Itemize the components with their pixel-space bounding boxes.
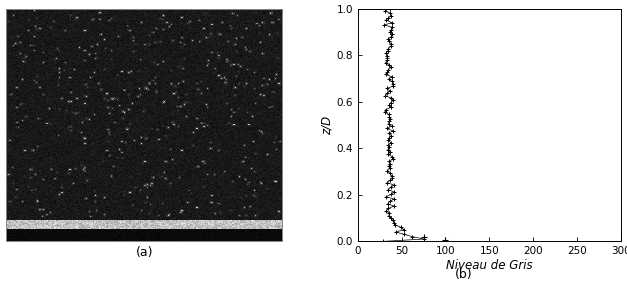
X-axis label: (a): (a) (135, 246, 153, 258)
X-axis label: Niveau de Gris: Niveau de Gris (446, 259, 532, 272)
Text: (b): (b) (455, 268, 473, 281)
Y-axis label: z/D: z/D (320, 115, 334, 135)
